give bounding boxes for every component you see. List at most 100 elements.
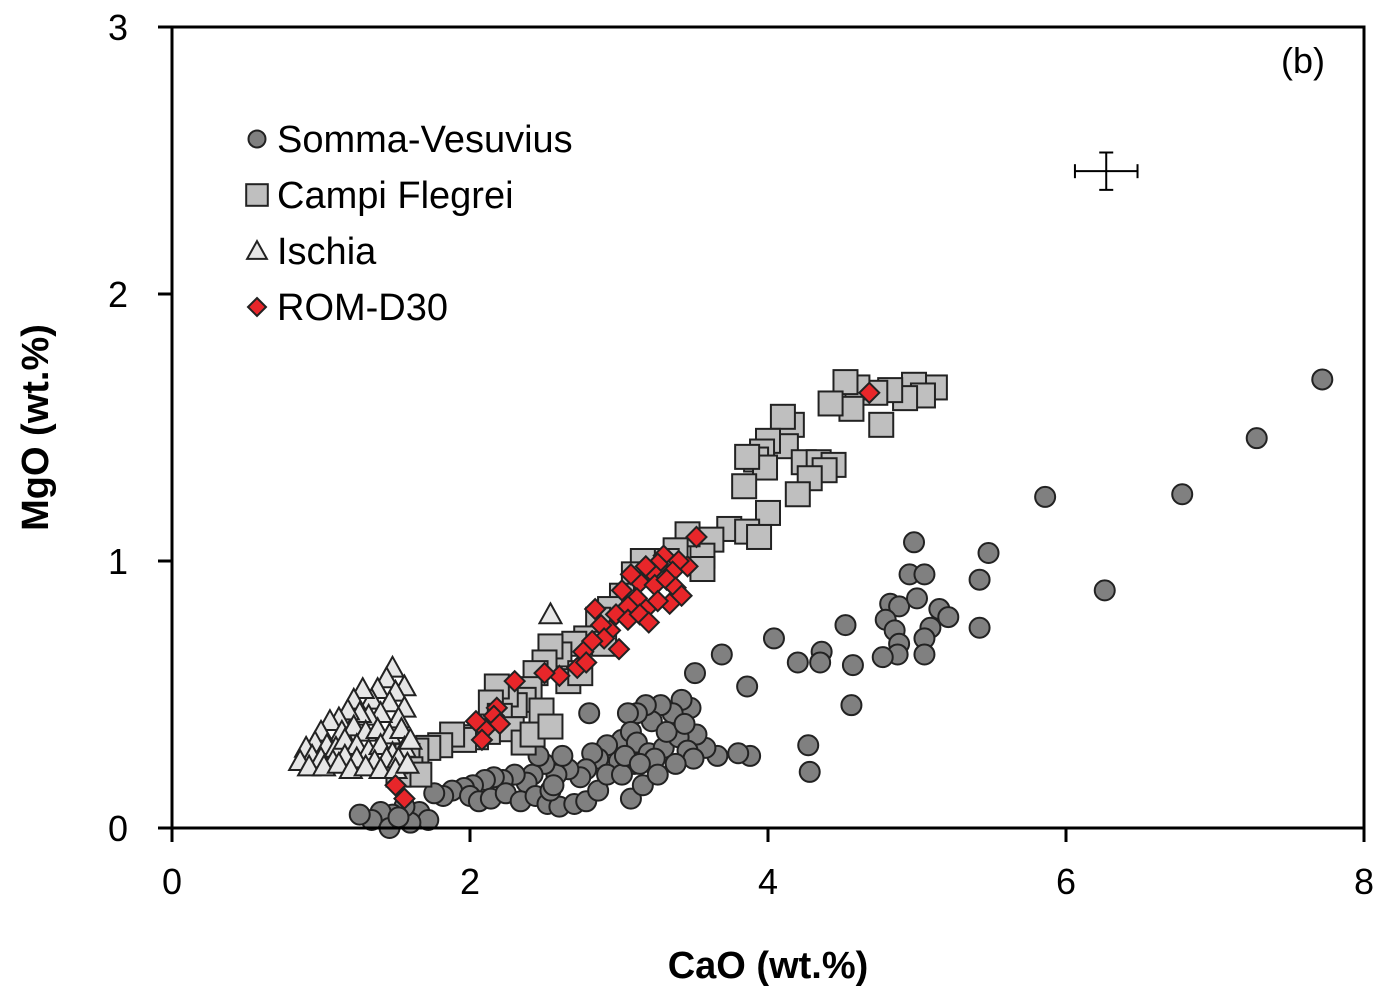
square-point	[731, 473, 758, 500]
circle-point	[683, 662, 706, 685]
circle-point	[937, 606, 960, 629]
circle-point	[841, 654, 864, 677]
circle-point	[727, 742, 750, 765]
square-point	[734, 443, 761, 470]
y-tick-label-3: 3	[108, 7, 128, 48]
x-tick-label-2: 2	[460, 861, 480, 902]
legend-circle-icon	[247, 129, 267, 149]
circle-point	[809, 651, 832, 674]
circle-point	[646, 763, 669, 786]
circle-point	[682, 747, 705, 770]
circle-point	[1245, 427, 1268, 450]
circle-point	[664, 752, 687, 775]
circle-point	[913, 643, 936, 666]
y-axis-title: MgO (wt.%)	[15, 324, 57, 531]
panel-label: (b)	[1281, 40, 1325, 81]
circle-point	[578, 702, 601, 725]
circle-point	[736, 675, 759, 698]
diamond-point	[503, 669, 527, 693]
circle-point	[977, 541, 1000, 564]
circle-point	[628, 752, 651, 775]
diamond-point	[574, 651, 598, 674]
y-tick-label-0: 0	[108, 808, 128, 849]
diamond-point	[637, 610, 661, 634]
series-ischia	[287, 601, 564, 780]
circle-point	[1093, 579, 1116, 602]
diamond-point	[610, 578, 634, 602]
circle-point	[903, 531, 926, 554]
circle-point	[551, 744, 574, 767]
square-point	[769, 403, 796, 430]
circle-point	[710, 643, 733, 666]
legend-triangle-icon	[245, 239, 269, 260]
circle-point	[387, 806, 410, 829]
circle-point	[798, 760, 821, 783]
circle-point	[913, 563, 936, 586]
legend-square-icon	[245, 183, 269, 207]
triangle-point	[397, 726, 424, 750]
triangle-point	[367, 756, 394, 780]
x-tick-label-8: 8	[1354, 861, 1374, 902]
legend-item: Ischia	[245, 231, 377, 273]
legend-label: Campi Flegrei	[277, 175, 514, 217]
circle-point	[871, 646, 894, 669]
diamond-point	[464, 709, 488, 733]
diamond-point	[583, 597, 607, 621]
diamond-point	[384, 773, 407, 797]
diamond-point	[685, 525, 708, 549]
square-point	[784, 481, 811, 508]
diamond-point	[533, 661, 556, 685]
diamond-point	[619, 562, 643, 586]
legend-label: Ischia	[277, 231, 377, 273]
error-bar	[1073, 151, 1139, 191]
square-point	[832, 369, 859, 396]
square-point	[746, 523, 773, 550]
x-tick-label-4: 4	[758, 861, 778, 902]
data-points	[287, 368, 1334, 839]
circle-point	[1171, 483, 1194, 506]
legend-item: Campi Flegrei	[245, 175, 514, 217]
diamond-point	[470, 728, 494, 752]
diamond-point	[393, 787, 416, 811]
square-point	[537, 713, 564, 740]
circle-point	[616, 702, 639, 725]
square-point	[817, 390, 844, 417]
circle-point	[888, 595, 911, 618]
circle-point	[797, 734, 820, 757]
circle-point	[968, 616, 991, 639]
legend-item: ROM-D30	[246, 287, 448, 329]
legend-item: Somma-Vesuvius	[247, 119, 573, 161]
x-axis-title: CaO (wt.%)	[668, 945, 869, 987]
circle-point	[673, 712, 696, 735]
y-tick-label-1: 1	[108, 541, 128, 582]
circle-point	[1034, 485, 1057, 508]
axes: 0 2 4 6 8 0 1 2 3	[108, 7, 1374, 902]
triangle-point	[394, 750, 421, 774]
circle-point	[542, 774, 565, 797]
series-somma-vesuvius	[348, 368, 1334, 839]
circle-point	[610, 763, 633, 786]
circle-point	[631, 774, 654, 797]
circle-point	[834, 614, 857, 637]
legend-label: Somma-Vesuvius	[277, 119, 573, 161]
diamond-point	[634, 554, 658, 578]
y-tick-label-2: 2	[108, 274, 128, 315]
circle-point	[840, 694, 863, 717]
triangle-point	[537, 601, 564, 625]
legend-diamond-icon	[246, 296, 268, 318]
legend-label: ROM-D30	[277, 287, 448, 329]
square-point	[868, 411, 895, 438]
diamond-point	[857, 381, 881, 405]
legend: Somma-Vesuvius Campi Flegrei Ischia ROM-D30	[245, 119, 573, 329]
x-tick-label-6: 6	[1056, 861, 1076, 902]
x-tick-label-0: 0	[162, 861, 182, 902]
circle-point	[906, 587, 928, 610]
circle-point	[423, 782, 446, 805]
circle-point	[786, 651, 809, 674]
circle-point	[762, 627, 785, 650]
circle-point	[1311, 368, 1334, 391]
circle-point	[968, 568, 991, 591]
series-rom-d30	[384, 381, 881, 811]
circle-point	[348, 803, 371, 826]
diamond-point	[607, 637, 631, 661]
